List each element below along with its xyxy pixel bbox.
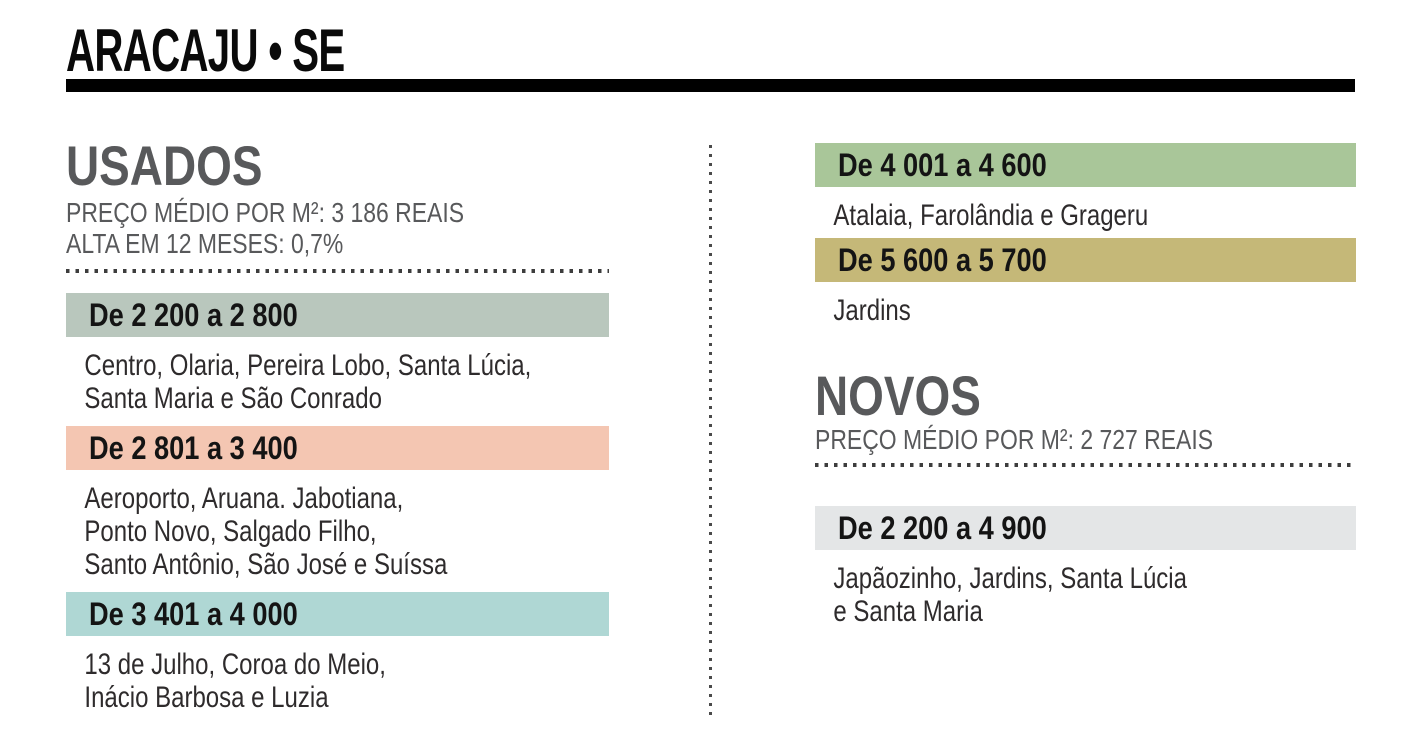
price-range-label: De 2 200 a 2 800 <box>89 297 298 333</box>
price-range-band-2801-3400: De 2 801 a 3 400 <box>66 426 609 470</box>
usados-dotted-rule <box>66 269 609 273</box>
usados-change-stat: ALTA EM 12 MESES: 0,7% <box>66 228 344 259</box>
right-column: De 4 001 a 4 600 Atalaia, Farolândia e G… <box>815 143 1356 628</box>
price-range-band-2200-2800: De 2 200 a 2 800 <box>66 293 609 337</box>
price-range-band-3401-4000: De 3 401 a 4 000 <box>66 592 609 636</box>
price-range-label: De 5 600 a 5 700 <box>838 242 1047 278</box>
neighborhood-list: Atalaia, Farolândia e Grageru <box>833 199 1149 232</box>
price-range-band-5600-5700: De 5 600 a 5 700 <box>815 238 1356 282</box>
neighborhood-list: Jardins <box>833 294 911 327</box>
usados-section: USADOS PREÇO MÉDIO POR M²: 3 186 REAIS A… <box>66 134 609 714</box>
column-divider <box>709 145 712 717</box>
price-range-band-2200-4900: De 2 200 a 4 900 <box>815 506 1356 550</box>
price-range-label: De 2 200 a 4 900 <box>838 510 1047 546</box>
price-range-band-4001-4600: De 4 001 a 4 600 <box>815 143 1356 187</box>
neighborhood-list: 13 de Julho, Coroa do Meio, Inácio Barbo… <box>84 648 386 714</box>
neighborhood-list: Aeroporto, Aruana. Jabotiana, Ponto Novo… <box>84 482 448 581</box>
price-range-label: De 3 401 a 4 000 <box>89 596 298 632</box>
title-rule <box>66 79 1355 92</box>
novos-heading: NOVOS <box>815 364 981 427</box>
usados-heading: USADOS <box>66 134 263 197</box>
price-range-label: De 4 001 a 4 600 <box>838 147 1047 183</box>
usados-price-stat: PREÇO MÉDIO POR M²: 3 186 REAIS <box>66 197 465 228</box>
novos-price-stat: PREÇO MÉDIO POR M²: 2 727 REAIS <box>815 424 1214 455</box>
neighborhood-list: Centro, Olaria, Pereira Lobo, Santa Lúci… <box>84 349 532 415</box>
price-range-label: De 2 801 a 3 400 <box>89 430 298 466</box>
page-title: ARACAJU • SE <box>66 17 345 84</box>
novos-dotted-rule <box>815 463 1356 467</box>
neighborhood-list: Japãozinho, Jardins, Santa Lúcia e Santa… <box>833 562 1187 628</box>
